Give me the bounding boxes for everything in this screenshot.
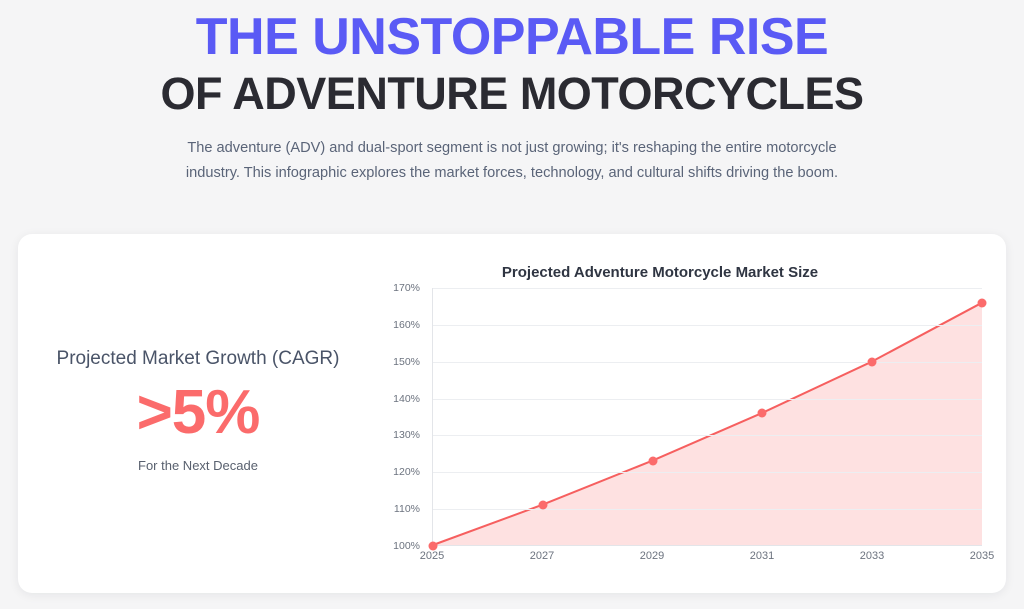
stat-sublabel: For the Next Decade <box>138 457 258 473</box>
stat-block: Projected Market Growth (CAGR) >5% For t… <box>18 234 378 593</box>
x-axis-tick-label: 2035 <box>969 550 995 562</box>
chart-data-point[interactable] <box>977 298 987 308</box>
chart-gridline <box>433 324 982 326</box>
page-title-secondary: OF ADVENTURE MOTORCYCLES <box>160 68 864 119</box>
chart-gridline <box>433 398 982 400</box>
chart-area-fill <box>433 302 982 545</box>
chart-data-point[interactable] <box>867 357 877 367</box>
chart-x-axis: 2025 2027 2029 2031 2033 2035 <box>420 550 994 570</box>
chart-gridline <box>433 435 982 437</box>
chart-title: Projected Adventure Motorcycle Market Si… <box>501 264 819 281</box>
y-axis-tick-label: 110% <box>393 503 420 516</box>
chart-gridline <box>433 288 982 289</box>
chart-gridline <box>433 361 982 363</box>
market-size-chart: Projected Adventure Motorcycle Market Si… <box>378 234 1006 593</box>
chart-data-point[interactable] <box>428 541 438 551</box>
chart-data-point[interactable] <box>648 456 658 466</box>
page-title-primary: THE UNSTOPPABLE RISE <box>195 8 829 66</box>
page-subtitle: The adventure (ADV) and dual-sport segme… <box>185 140 839 181</box>
y-axis-tick-label: 140% <box>393 392 420 405</box>
chart-y-axis: 100% 110% 120% 130% 140% 150% 160% 170% <box>378 282 426 552</box>
market-growth-card: Projected Market Growth (CAGR) >5% For t… <box>18 234 1006 593</box>
chart-data-point[interactable] <box>538 500 548 510</box>
stat-label: Projected Market Growth (CAGR) <box>56 347 340 369</box>
y-axis-tick-label: 160% <box>393 318 420 331</box>
x-axis-tick-label: 2025 <box>419 550 445 562</box>
x-axis-tick-label: 2033 <box>859 550 885 562</box>
chart-gridline <box>433 509 982 511</box>
stat-value: >5% <box>136 377 261 447</box>
x-axis-tick-label: 2027 <box>529 550 555 562</box>
y-axis-tick-label: 170% <box>393 282 420 294</box>
y-axis-tick-label: 120% <box>393 466 420 479</box>
chart-gridline <box>433 472 982 474</box>
chart-data-point[interactable] <box>757 408 767 418</box>
page-header: THE UNSTOPPABLE RISE OF ADVENTURE MOTORC… <box>0 0 1024 186</box>
chart-line <box>433 303 982 545</box>
x-axis-tick-label: 2031 <box>749 550 775 562</box>
chart-plot-area <box>432 288 982 551</box>
chart-plot-wrapper: 100% 110% 120% 130% 140% 150% 160% 170% 2025 202… <box>378 282 994 581</box>
chart-svg <box>433 288 982 545</box>
y-axis-tick-label: 100% <box>393 540 420 552</box>
y-axis-tick-label: 150% <box>393 355 420 368</box>
y-axis-tick-label: 130% <box>393 429 420 442</box>
x-axis-tick-label: 2029 <box>639 550 665 562</box>
